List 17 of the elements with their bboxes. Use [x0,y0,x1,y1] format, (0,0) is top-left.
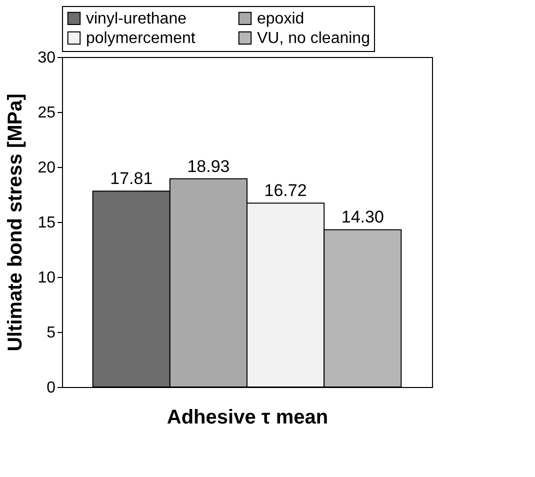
data-label: 18.93 [187,156,230,176]
data-label: 16.72 [264,181,307,200]
y-tick-label: 20 [38,160,56,176]
x-axis-title: Adhesive τ mean [166,406,328,428]
y-tick-label: 10 [38,270,56,286]
legend-label: VU, no cleaning [257,30,370,47]
y-tick-label: 0 [46,380,56,396]
y-tick-label: 25 [38,104,56,122]
legend-label: polymercement [86,30,196,47]
y-tick-label: 15 [38,214,56,232]
data-label: 17.81 [110,169,153,188]
legend-label: epoxid [257,10,304,28]
y-tick-label: 30 [38,50,56,66]
y-axis-title: Ultimate bond stress [MPa] [4,94,27,352]
data-label: 14.30 [341,208,384,227]
y-tick-label: 5 [46,324,56,342]
legend-label: vinyl-urethane [86,10,187,28]
